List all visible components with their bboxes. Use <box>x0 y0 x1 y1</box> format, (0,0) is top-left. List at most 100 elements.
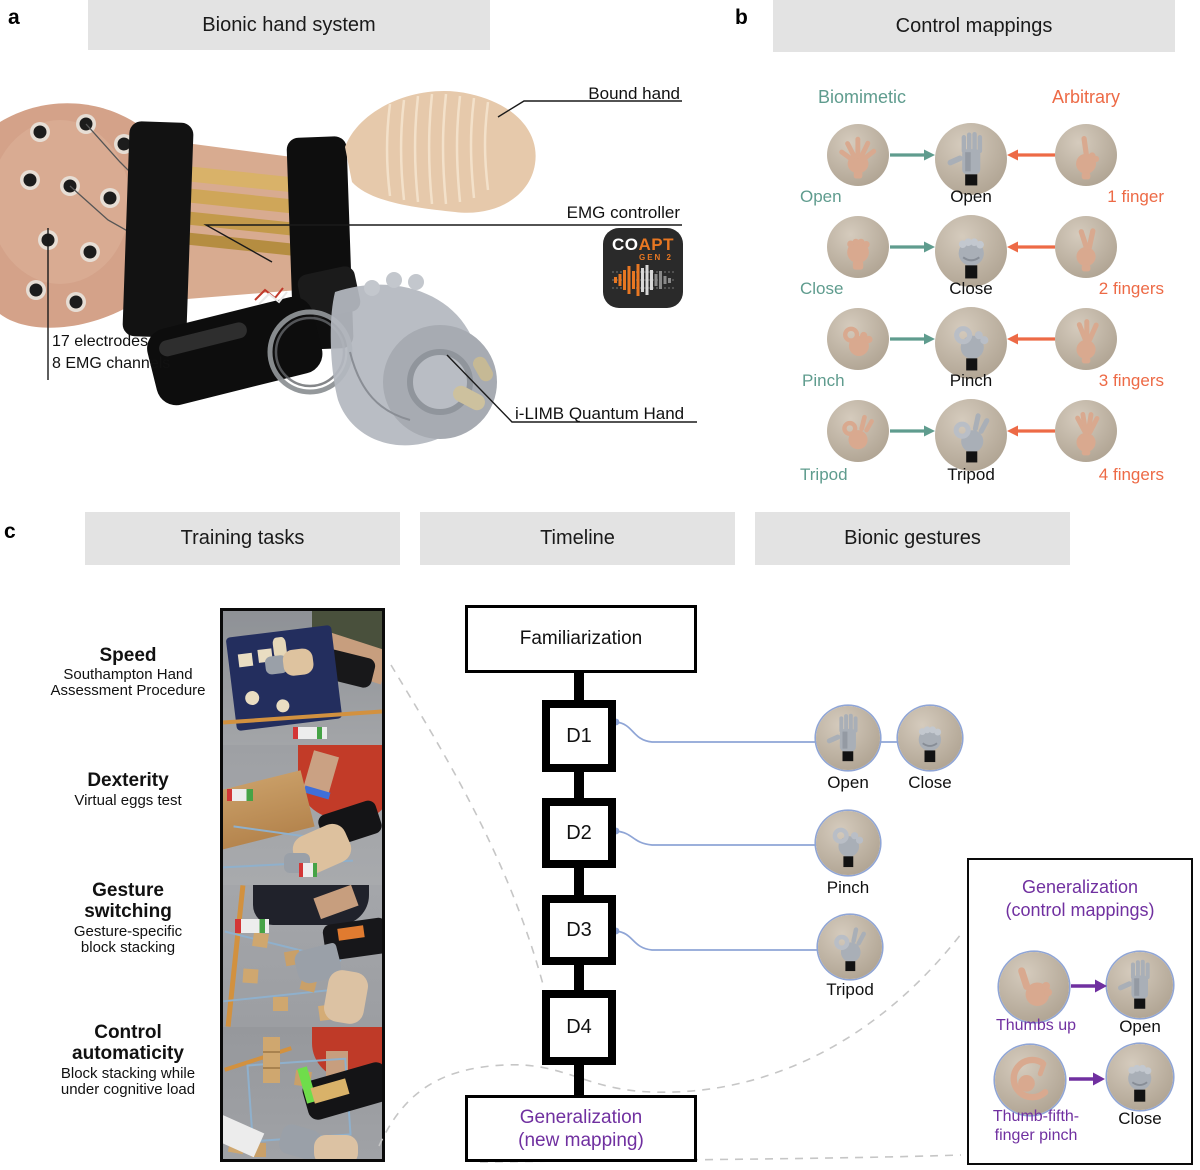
row1-robot-label: Open <box>950 187 992 206</box>
gesture-close-photo <box>898 706 962 770</box>
thumb-fifth-pinch-photo <box>995 1045 1065 1115</box>
row2-bio-label: Close <box>800 279 844 298</box>
row4-arb-label: 4 fingers <box>1098 465 1164 484</box>
bionic-pinch-photo <box>935 307 1007 379</box>
timeline-d2-box: D2 <box>542 798 616 868</box>
robot-open-icon <box>941 129 1001 189</box>
panel-a-label: a <box>8 6 20 29</box>
timeline-connector <box>574 963 584 992</box>
row1-bio-label: Open <box>800 187 842 206</box>
generalization-mappings-box: Generalization (control mappings) Thumbs… <box>967 858 1193 1165</box>
gesture-tripod-label: Tripod <box>826 980 874 999</box>
task-speed-subtitle: Southampton Hand Assessment Procedure <box>50 666 206 699</box>
task-gesture-switching-title: Gesture switching <box>84 880 172 922</box>
panel-b-header: Control mappings <box>773 0 1175 52</box>
gesture-pinch-photo <box>816 811 880 875</box>
arbitrary-3finger-photo <box>1055 308 1117 370</box>
tripod-human-icon <box>832 405 884 457</box>
robot-pinch-icon <box>821 816 875 870</box>
two-finger-icon <box>1060 221 1112 273</box>
thumbs-up-label: Thumbs up <box>995 1017 1077 1034</box>
robot-open-icon <box>821 711 875 765</box>
arbitrary-1finger-photo <box>1055 124 1117 186</box>
timeline-d4-box: D4 <box>542 990 616 1065</box>
timeline-connector <box>574 770 584 800</box>
task-control-automaticity-subtitle: Block stacking while under cognitive loa… <box>60 1065 196 1098</box>
bionic-hand-photo <box>0 90 536 446</box>
gesture-open-photo <box>816 706 880 770</box>
robot-close-icon <box>941 221 1001 281</box>
biomimetic-close-photo <box>827 216 889 278</box>
four-finger-icon <box>1060 405 1112 457</box>
bionic-open-photo <box>935 123 1007 195</box>
timeline-generalization-box: Generalization (new mapping) <box>465 1095 697 1162</box>
task-gesture-switching-subtitle: Gesture-specific block stacking <box>73 923 183 956</box>
purple-arrow-icon <box>1071 979 1107 993</box>
photo-block-stacking <box>223 885 382 1027</box>
biomimetic-pinch-photo <box>827 308 889 370</box>
gesture-tripod-photo <box>818 915 882 979</box>
timeline-d3-box: D3 <box>542 895 616 965</box>
robot-tripod-icon <box>823 920 877 974</box>
bound-hand-photo <box>345 90 536 213</box>
gen-open-photo <box>1107 952 1173 1018</box>
panel-c-header-gestures: Bionic gestures <box>755 512 1070 565</box>
biomimetic-tripod-photo <box>827 400 889 462</box>
panel-c-header-timeline: Timeline <box>420 512 735 565</box>
open-palm-icon <box>832 129 884 181</box>
row4-bio-label: Tripod <box>800 465 848 484</box>
robot-open-icon <box>1112 957 1167 1012</box>
robot-pinch-icon <box>941 313 1001 373</box>
emg-controller-annotation: EMG controller <box>566 203 680 222</box>
row2-arb-label: 2 fingers <box>1098 279 1164 298</box>
photo-cognitive-load <box>223 1027 382 1159</box>
training-photo-strip <box>220 608 385 1162</box>
electrodes-icon <box>20 114 149 312</box>
task-dexterity-title: Dexterity <box>87 770 169 791</box>
task-control-automaticity-title: Control automaticity <box>72 1022 184 1064</box>
task-dexterity-subtitle: Virtual eggs test <box>74 792 182 809</box>
bound-hand-annotation: Bound hand <box>588 84 680 103</box>
three-finger-icon <box>1060 313 1112 365</box>
purple-arrow-icon <box>1069 1072 1105 1086</box>
panel-b-label: b <box>735 6 748 29</box>
biomimetic-arrow-icon <box>890 149 935 437</box>
gesture-close-label: Close <box>908 773 952 792</box>
gen-close-label: Close <box>1118 1109 1162 1128</box>
panel-c-label: c <box>4 520 16 543</box>
row2-robot-label: Close <box>949 279 993 298</box>
row3-bio-label: Pinch <box>802 371 845 390</box>
electrodes-annotation: 17 electrodes 8 EMG channels <box>52 333 171 372</box>
task-speed-title: Speed <box>99 645 157 666</box>
thumb-fifth-pinch-icon <box>1001 1051 1060 1110</box>
panel-c-header-tasks: Training tasks <box>85 512 400 565</box>
coapt-logo-text: COAPT <box>612 235 674 254</box>
timeline-familiarization-box: Familiarization <box>465 605 697 673</box>
panel-a-header: Bionic hand system <box>88 0 490 50</box>
gesture-open-label: Open <box>827 773 869 792</box>
one-finger-icon <box>1060 129 1112 181</box>
gen-close-photo <box>1107 1044 1173 1110</box>
generalization-title: Generalization (control mappings) <box>1005 877 1155 920</box>
photo-shap <box>223 611 382 745</box>
row4-robot-label: Tripod <box>947 465 995 484</box>
ilimb-hand-photo <box>330 272 497 446</box>
fist-icon <box>832 221 884 273</box>
bionic-close-photo <box>935 215 1007 287</box>
column-biomimetic: Biomimetic <box>817 87 906 107</box>
column-arbitrary: Arbitrary <box>1051 87 1120 107</box>
timeline-connector <box>574 671 584 702</box>
timeline-connector <box>574 866 584 897</box>
biomimetic-open-photo <box>827 124 889 186</box>
timeline-d1-box: D1 <box>542 700 616 772</box>
photo-virtual-eggs <box>223 745 382 885</box>
bionic-tripod-photo <box>935 399 1007 471</box>
thumbs-up-photo <box>999 952 1069 1022</box>
gen-open-label: Open <box>1119 1017 1161 1036</box>
row3-arb-label: 3 fingers <box>1098 371 1164 390</box>
pinch-human-icon <box>832 313 884 365</box>
gesture-pinch-label: Pinch <box>826 878 870 897</box>
ilimb-annotation: i-LIMB Quantum Hand <box>515 404 685 423</box>
robot-close-icon <box>1112 1049 1167 1104</box>
